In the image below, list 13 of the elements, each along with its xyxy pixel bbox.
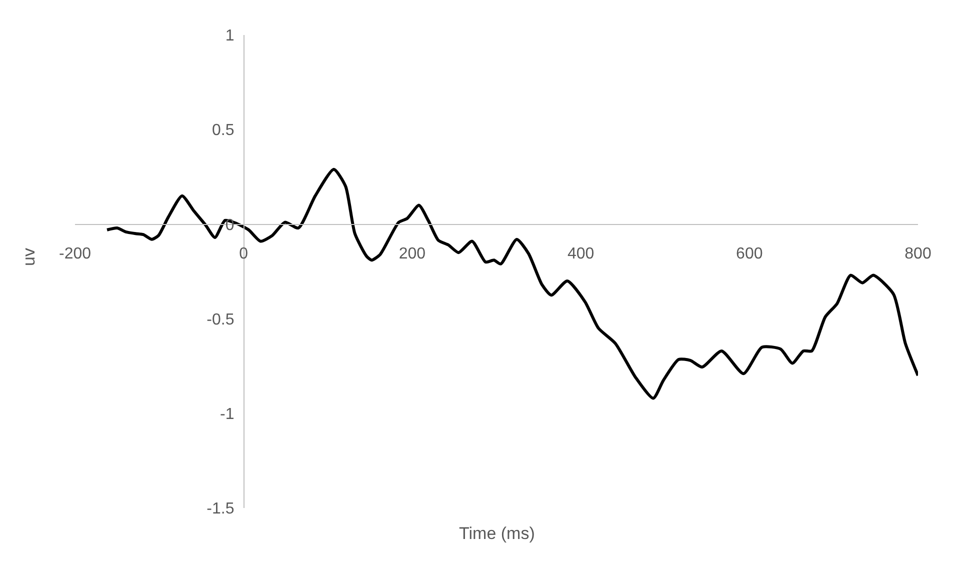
x-tick-label: 400 (567, 246, 594, 263)
x-axis-title: Time (ms) (459, 524, 535, 543)
y-tick-label: 0.5 (212, 122, 234, 140)
x-tick-label: 600 (736, 246, 763, 263)
x-tick-label: -200 (58, 246, 92, 263)
x-tick-label: 800 (904, 246, 932, 263)
y-tick-label: -0.5 (206, 311, 234, 328)
x-tick-label: 0 (239, 246, 248, 263)
x-tick-label: 200 (398, 246, 426, 263)
y-tick-label: -1 (220, 406, 234, 423)
y-tick-label: -1.5 (206, 500, 234, 518)
y-axis-title: uv (19, 247, 38, 266)
y-tick-label: 1 (225, 28, 234, 45)
